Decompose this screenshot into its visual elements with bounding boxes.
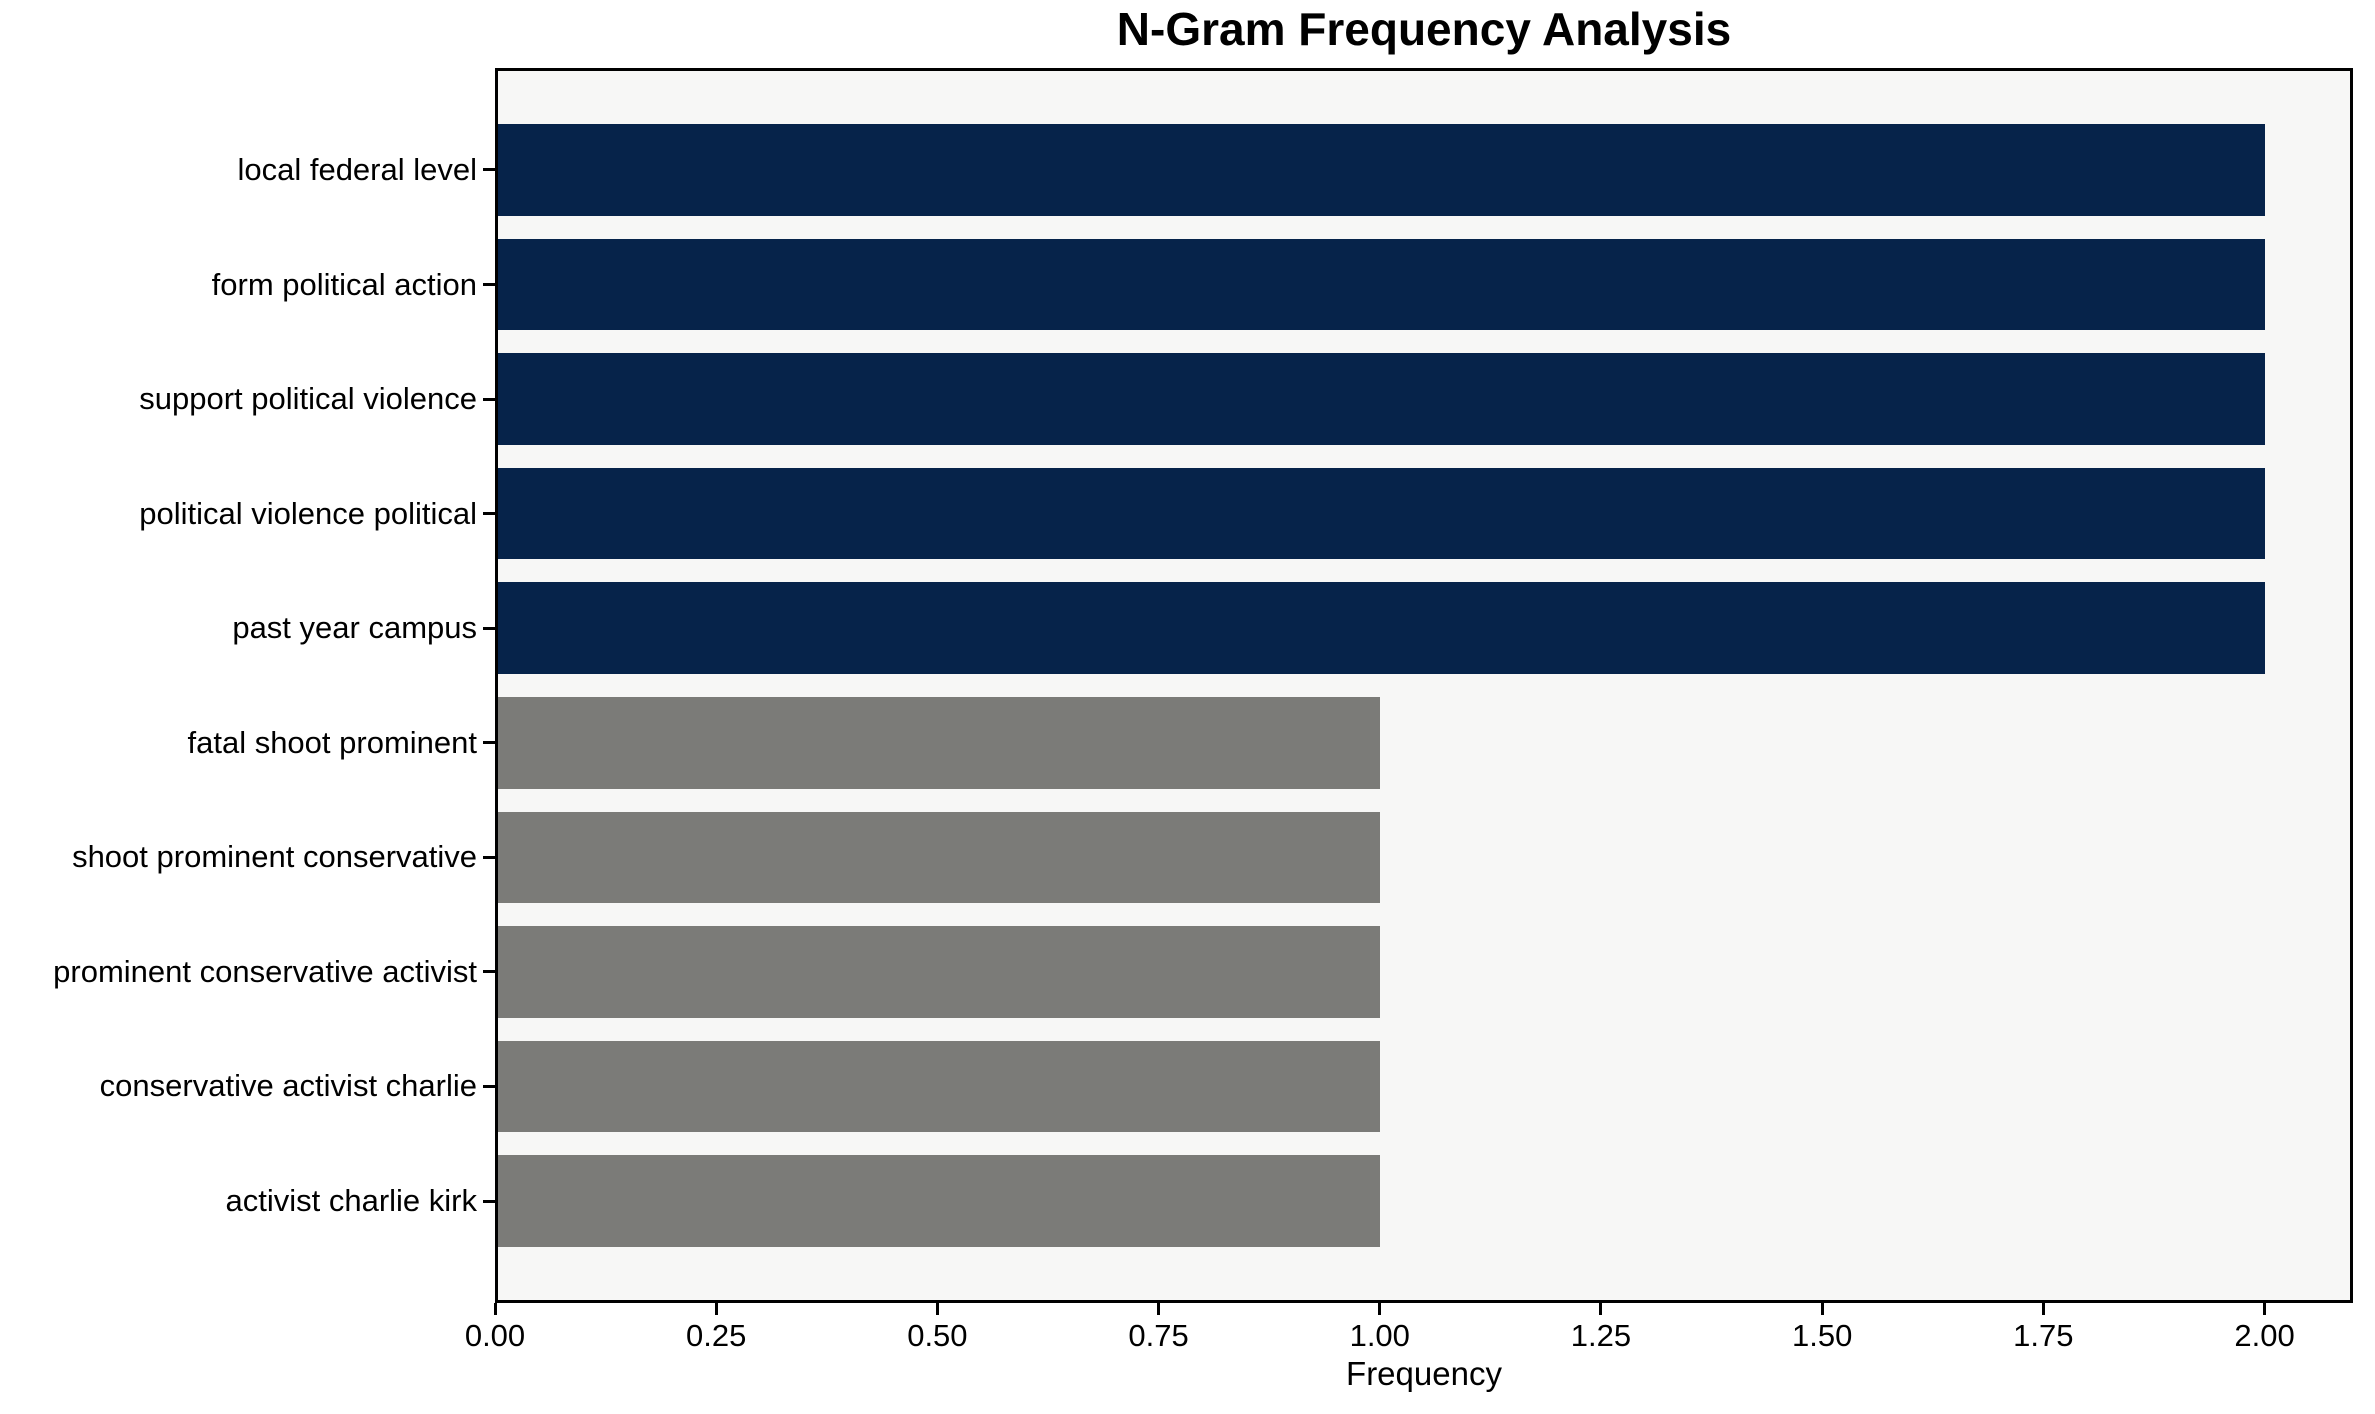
y-tick <box>483 626 495 630</box>
x-tick <box>935 1303 939 1315</box>
y-tick-label: political violence political <box>139 495 477 531</box>
y-tick-label: local federal level <box>237 151 477 187</box>
bar <box>495 238 2265 331</box>
bar <box>495 467 2265 560</box>
bar <box>495 811 1380 904</box>
bar <box>495 582 2265 675</box>
x-axis-title: Frequency <box>1346 1355 1502 1392</box>
x-tick <box>2041 1303 2045 1315</box>
x-tick-label: 1.25 <box>1570 1318 1632 1353</box>
y-tick-label: activist charlie kirk <box>225 1183 478 1219</box>
x-tick <box>1157 1303 1161 1315</box>
y-tick-label: fatal shoot prominent <box>187 724 477 760</box>
x-tick <box>1820 1303 1824 1315</box>
bar <box>495 1155 1380 1247</box>
y-tick <box>483 283 495 287</box>
x-tick-label: 1.00 <box>1349 1318 1410 1353</box>
y-tick-label: conservative activist charlie <box>99 1068 477 1104</box>
y-tick-label: prominent conservative activist <box>53 953 477 989</box>
y-tick-label: past year campus <box>232 610 477 646</box>
y-tick <box>483 1199 495 1203</box>
chart-title: N-Gram Frequency Analysis <box>1116 3 1732 55</box>
y-tick <box>483 168 495 172</box>
x-tick <box>2263 1303 2267 1315</box>
x-tick-label: 1.50 <box>1791 1318 1853 1353</box>
bar <box>495 124 2265 216</box>
x-tick <box>1599 1303 1603 1315</box>
bar <box>495 1040 1380 1133</box>
bar <box>495 926 1380 1018</box>
y-tick-label: shoot prominent conservative <box>72 839 477 875</box>
y-tick <box>483 512 495 516</box>
y-tick <box>483 970 495 974</box>
y-tick <box>483 741 495 745</box>
bar <box>495 696 1380 789</box>
x-tick-label: 2.00 <box>2234 1318 2295 1353</box>
y-tick <box>483 1084 495 1088</box>
x-tick-label: 0.25 <box>686 1318 747 1353</box>
x-tick-label: 0.75 <box>1128 1318 1189 1353</box>
y-tick <box>483 397 495 401</box>
x-tick-label: 0.00 <box>464 1318 526 1353</box>
y-tick-label: form political action <box>211 266 477 302</box>
plot-area <box>495 68 2353 1303</box>
y-tick-label: support political violence <box>139 381 477 417</box>
x-tick <box>714 1303 718 1315</box>
x-tick-label: 0.50 <box>907 1318 968 1353</box>
x-tick-label: 1.75 <box>2013 1318 2074 1353</box>
x-tick <box>493 1303 497 1315</box>
bar <box>495 353 2265 445</box>
y-tick <box>483 855 495 859</box>
x-tick <box>1378 1303 1382 1315</box>
